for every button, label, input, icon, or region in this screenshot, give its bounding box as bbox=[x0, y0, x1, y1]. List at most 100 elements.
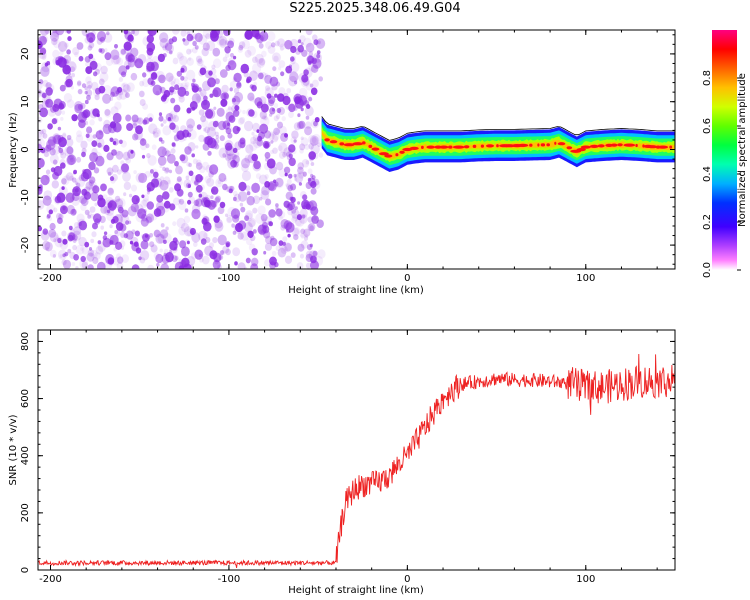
noise-blob bbox=[310, 162, 315, 166]
noise-blob bbox=[233, 196, 237, 202]
noise-blob bbox=[162, 125, 172, 136]
noise-blob bbox=[49, 153, 59, 165]
noise-blob bbox=[200, 89, 207, 97]
noise-blob bbox=[64, 65, 70, 72]
noise-blob bbox=[187, 170, 193, 177]
noise-blob bbox=[57, 249, 68, 260]
noise-blob bbox=[186, 31, 191, 36]
noise-blob bbox=[123, 192, 127, 197]
noise-blob bbox=[259, 31, 269, 42]
noise-blob bbox=[199, 67, 207, 76]
noise-blob bbox=[77, 80, 82, 86]
noise-blob bbox=[109, 176, 115, 182]
noise-blob bbox=[185, 182, 191, 189]
ridge-peak bbox=[368, 144, 373, 148]
noise-blob bbox=[103, 85, 112, 95]
noise-blob bbox=[73, 226, 82, 236]
noise-blob bbox=[169, 240, 178, 251]
noise-blob bbox=[296, 121, 304, 130]
noise-blob bbox=[278, 142, 288, 153]
noise-blob bbox=[101, 145, 105, 149]
noise-blob bbox=[188, 57, 192, 61]
noise-blob bbox=[52, 30, 60, 37]
noise-blob bbox=[300, 107, 304, 112]
noise-blob bbox=[284, 166, 291, 174]
noise-blob bbox=[138, 172, 148, 184]
noise-blob bbox=[251, 248, 258, 256]
noise-blob bbox=[186, 107, 192, 114]
noise-blob bbox=[296, 214, 302, 221]
noise-blob bbox=[93, 213, 102, 224]
noise-blob bbox=[274, 40, 280, 47]
noise-blob bbox=[146, 201, 154, 210]
noise-blob bbox=[246, 78, 251, 84]
noise-blob bbox=[197, 194, 205, 203]
noise-blob bbox=[158, 74, 166, 84]
noise-blob bbox=[66, 30, 72, 34]
noise-blob bbox=[165, 226, 169, 231]
noise-blob bbox=[50, 105, 57, 113]
noise-blob bbox=[286, 154, 292, 161]
noise-blob bbox=[187, 191, 193, 198]
noise-blob bbox=[122, 83, 126, 87]
noise-blob bbox=[298, 72, 308, 83]
noise-blob bbox=[285, 183, 289, 187]
noise-blob bbox=[180, 30, 187, 37]
ridge-peak bbox=[439, 145, 449, 149]
noise-blob bbox=[299, 253, 305, 259]
noise-blob bbox=[227, 106, 232, 111]
noise-blob bbox=[300, 136, 304, 141]
noise-blob bbox=[169, 86, 175, 93]
noise-blob bbox=[202, 214, 208, 220]
noise-blob bbox=[97, 240, 102, 245]
noise-blob bbox=[49, 148, 56, 156]
noise-blob bbox=[293, 173, 297, 178]
noise-blob bbox=[311, 133, 321, 145]
noise-blob bbox=[56, 192, 66, 203]
noise-blob bbox=[192, 158, 198, 165]
noise-blob bbox=[180, 67, 185, 73]
noise-blob bbox=[256, 138, 264, 147]
noise-blob bbox=[111, 149, 117, 156]
noise-blob bbox=[297, 243, 305, 252]
noise-blob bbox=[264, 174, 269, 179]
noise-blob bbox=[292, 213, 299, 222]
noise-blob bbox=[226, 216, 232, 224]
noise-blob bbox=[198, 193, 203, 198]
noise-blob bbox=[98, 116, 103, 122]
noise-blob bbox=[246, 191, 251, 196]
noise-blob bbox=[214, 221, 224, 232]
noise-blob bbox=[293, 227, 301, 235]
noise-blob bbox=[49, 249, 57, 258]
noise-blob bbox=[205, 33, 211, 40]
noise-blob bbox=[301, 74, 309, 83]
noise-blob bbox=[104, 109, 112, 118]
noise-blob bbox=[307, 168, 313, 174]
noise-blob bbox=[94, 252, 101, 260]
noise-blob bbox=[294, 177, 298, 182]
noise-blob bbox=[95, 155, 105, 167]
noise-blob bbox=[297, 44, 305, 53]
noise-blob bbox=[49, 222, 56, 231]
noise-blob bbox=[38, 104, 44, 110]
noise-blob bbox=[125, 92, 130, 98]
noise-blob bbox=[125, 65, 130, 70]
ridge-peak bbox=[669, 145, 673, 149]
noise-blob bbox=[61, 259, 67, 266]
noise-blob bbox=[193, 180, 199, 186]
noise-blob bbox=[202, 80, 211, 92]
noise-blob bbox=[106, 167, 114, 176]
noise-blob bbox=[280, 71, 285, 77]
noise-blob bbox=[110, 125, 117, 134]
noise-blob bbox=[202, 255, 210, 265]
ridge-peak bbox=[324, 138, 330, 142]
noise-blob bbox=[231, 153, 237, 160]
noise-blob bbox=[112, 112, 122, 124]
ridge-peak bbox=[362, 141, 366, 145]
noise-blob bbox=[263, 250, 267, 255]
noise-blob bbox=[66, 172, 74, 181]
noise-blob bbox=[112, 164, 119, 173]
noise-blob bbox=[224, 46, 231, 54]
noise-blob bbox=[225, 52, 230, 58]
